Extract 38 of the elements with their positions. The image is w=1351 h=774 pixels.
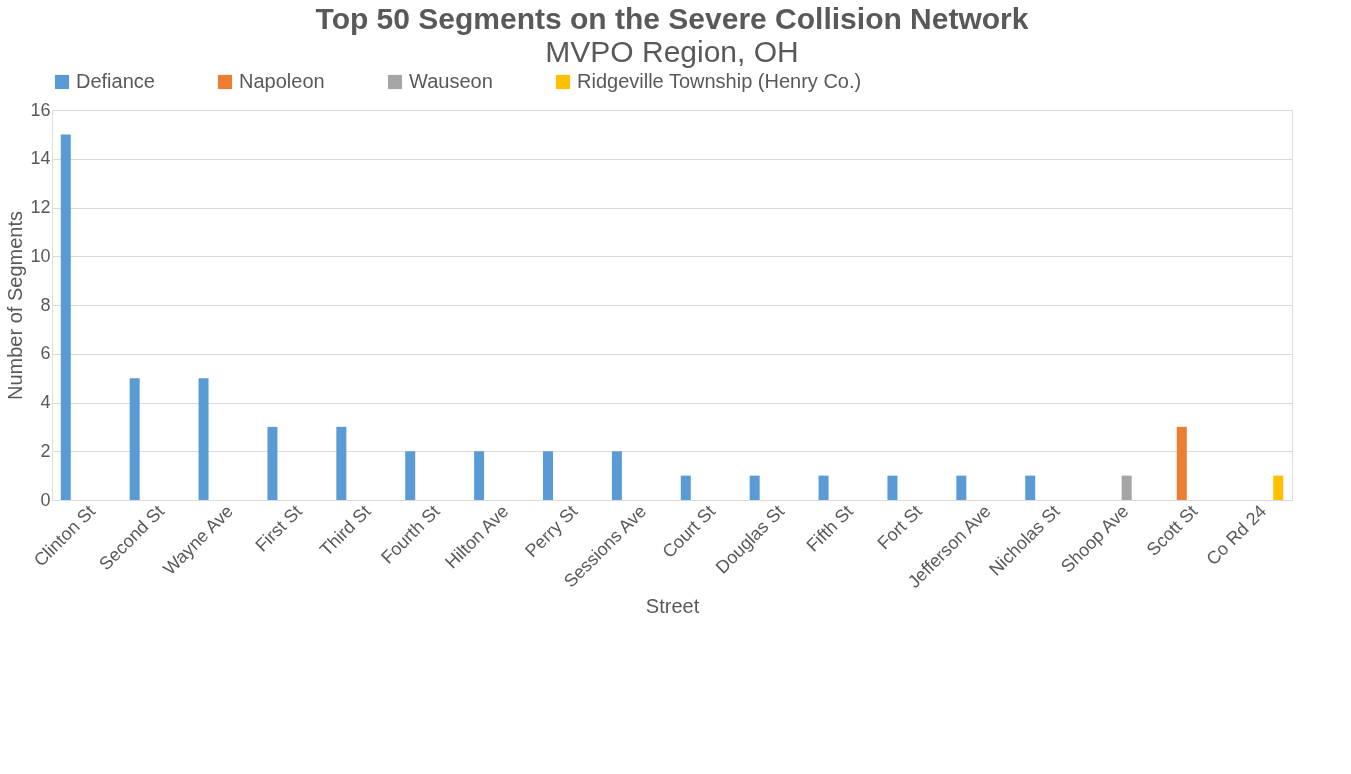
legend-label: Wauseon [409, 70, 493, 92]
y-tick-label: 4 [40, 392, 51, 412]
bar [887, 475, 898, 500]
y-tick-label: 0 [40, 489, 51, 510]
y-axis-title: Number of Segments [4, 211, 27, 400]
y-tick-label: 10 [30, 245, 51, 266]
bar [818, 475, 829, 500]
bar [1273, 475, 1284, 500]
bar [474, 451, 485, 500]
bar [680, 475, 691, 500]
bar [1121, 475, 1132, 500]
x-tick-label: Fifth St [802, 501, 857, 556]
bar [543, 451, 553, 500]
y-tick-label: 16 [30, 99, 51, 120]
bar [336, 426, 347, 500]
legend-label: Napoleon [239, 70, 325, 92]
bar [198, 378, 209, 500]
x-tick-label: Fort St [873, 501, 926, 554]
bar [405, 451, 416, 500]
x-tick-label: Co Rd 24 [1202, 501, 1271, 569]
y-tick-label: 8 [40, 294, 51, 315]
y-tick-label: 14 [30, 148, 51, 169]
y-tick-label: 2 [40, 440, 51, 461]
bar [611, 451, 622, 500]
bar [1176, 426, 1187, 500]
legend-label: Defiance [76, 70, 155, 92]
chart-subtitle: MVPO Region, OH [545, 35, 799, 68]
x-axis-title: Street [645, 594, 700, 617]
bar [60, 134, 71, 500]
chart-title: Top 50 Segments on the Severe Collision Network [315, 2, 1029, 35]
bar [749, 475, 760, 500]
bar [1025, 475, 1036, 500]
y-tick-label: 6 [40, 343, 51, 364]
bar [267, 426, 278, 500]
legend-label: Ridgeville Township (Henry Co.) [577, 70, 862, 92]
bar [129, 378, 140, 500]
y-tick-label: 12 [30, 197, 51, 217]
bar [956, 475, 967, 500]
